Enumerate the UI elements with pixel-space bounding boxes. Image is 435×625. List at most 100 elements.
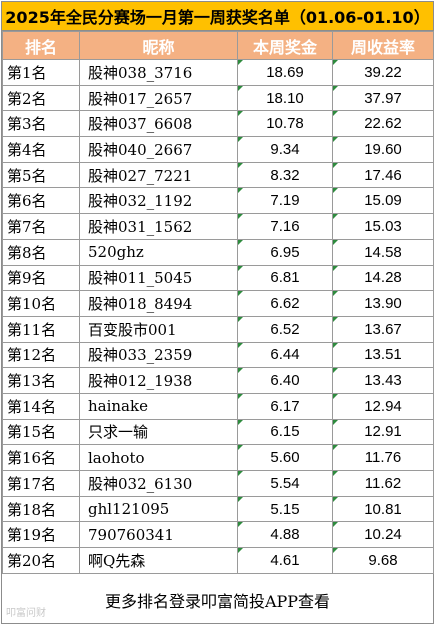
number-stored-as-text-indicator	[238, 188, 243, 194]
bonus-cell-text: 4.61	[270, 551, 300, 569]
nickname-cell: 股神032_6130	[79, 470, 238, 497]
number-stored-as-text-indicator	[333, 368, 338, 374]
bonus-cell: 6.17	[237, 392, 333, 420]
rank-cell-text: 第3名	[7, 115, 47, 134]
bonus-cell-text: 5.60	[270, 449, 300, 467]
rank-cell: 第19名	[2, 521, 80, 549]
rank-cell-text: 第16名	[7, 449, 57, 468]
number-stored-as-text-indicator	[238, 137, 243, 143]
bonus-cell: 6.44	[237, 341, 333, 369]
return-cell-text: 10.81	[364, 500, 402, 518]
return-cell-text: 11.76	[364, 449, 402, 467]
bonus-cell: 5.54	[237, 470, 333, 497]
bonus-cell-text: 6.62	[270, 295, 300, 313]
number-stored-as-text-indicator	[333, 240, 338, 245]
number-stored-as-text-indicator	[333, 86, 338, 91]
bonus-cell-text: 9.34	[270, 140, 300, 158]
bonus-cell-text: 7.16	[270, 217, 300, 235]
rank-cell-text: 第12名	[7, 346, 57, 365]
number-stored-as-text-indicator	[333, 548, 338, 554]
number-stored-as-text-indicator	[238, 86, 243, 91]
bonus-cell: 6.15	[237, 418, 333, 446]
number-stored-as-text-indicator	[238, 291, 243, 297]
table-row: 第7名 股神031_1562 7.16 15.03	[2, 213, 434, 240]
return-cell: 19.60	[332, 136, 434, 163]
rank-cell: 第11名	[2, 315, 80, 343]
return-cell: 37.97	[332, 84, 434, 112]
rank-cell-text: 第7名	[7, 217, 47, 236]
header-weekly-return: 周收益率	[332, 31, 434, 60]
rank-cell: 第12名	[2, 341, 80, 369]
number-stored-as-text-indicator	[333, 137, 338, 143]
nickname-cell: 股神031_1562	[79, 213, 238, 240]
nickname-cell: 股神017_2657	[79, 84, 238, 112]
bonus-cell-text: 6.17	[270, 397, 300, 415]
nickname-cell-text: 790760341	[88, 525, 174, 544]
header-weekly-bonus: 本周奖金	[237, 31, 333, 60]
rank-cell: 第1名	[2, 59, 80, 86]
table-row: 第1名 股神038_3716 18.69 39.22	[2, 59, 434, 86]
bonus-cell: 18.10	[237, 84, 333, 112]
rank-cell: 第9名	[2, 264, 80, 292]
nickname-cell: laohoto	[79, 444, 238, 471]
number-stored-as-text-indicator	[238, 214, 243, 220]
bonus-cell: 6.95	[237, 238, 333, 266]
bonus-cell: 6.62	[237, 290, 333, 317]
return-cell: 11.62	[332, 470, 434, 497]
rank-cell: 第5名	[2, 161, 80, 189]
return-cell-text: 13.51	[364, 346, 402, 364]
return-cell: 39.22	[332, 59, 434, 86]
nickname-cell: 股神012_1938	[79, 367, 238, 394]
return-cell-text: 15.03	[364, 217, 402, 235]
bonus-cell-text: 5.15	[270, 500, 300, 518]
rank-cell-text: 第6名	[7, 192, 47, 211]
number-stored-as-text-indicator	[238, 163, 243, 168]
number-stored-as-text-indicator	[333, 471, 338, 476]
rank-cell: 第18名	[2, 495, 80, 523]
return-cell: 11.76	[332, 444, 434, 471]
bonus-cell: 6.81	[237, 264, 333, 292]
footer-note: 更多排名登录叩富简投APP查看	[2, 576, 433, 623]
return-cell-text: 12.91	[364, 423, 402, 441]
table-row: 第12名 股神033_2359 6.44 13.51	[2, 341, 434, 369]
number-stored-as-text-indicator	[333, 111, 338, 117]
return-cell-text: 14.28	[364, 269, 402, 287]
number-stored-as-text-indicator	[333, 420, 338, 425]
bonus-cell: 7.19	[237, 187, 333, 215]
nickname-cell: 股神037_6608	[79, 110, 238, 138]
bonus-cell: 5.60	[237, 444, 333, 471]
header-row: 排名 昵称 本周奖金 周收益率	[2, 31, 434, 60]
nickname-cell-text: 股神031_1562	[88, 217, 193, 236]
return-cell-text: 14.58	[364, 243, 402, 261]
number-stored-as-text-indicator	[238, 368, 243, 374]
return-cell-text: 39.22	[364, 63, 402, 81]
table-row: 第19名 790760341 4.88 10.24	[2, 521, 434, 549]
bonus-cell-text: 6.81	[270, 269, 300, 287]
number-stored-as-text-indicator	[333, 394, 338, 399]
table-row: 第3名 股神037_6608 10.78 22.62	[2, 110, 434, 138]
return-cell: 13.67	[332, 315, 434, 343]
nickname-cell-text: 股神011_5045	[88, 269, 193, 288]
nickname-cell: 股神011_5045	[79, 264, 238, 292]
nickname-cell-text: 股神038_3716	[88, 63, 193, 82]
return-cell: 15.09	[332, 187, 434, 215]
number-stored-as-text-indicator	[238, 394, 243, 399]
rank-cell-text: 第5名	[7, 166, 47, 185]
bonus-cell-text: 6.15	[270, 423, 300, 441]
return-cell-text: 13.90	[364, 295, 402, 313]
return-cell-text: 37.97	[364, 89, 402, 107]
nickname-cell-text: 股神032_1192	[88, 192, 193, 211]
number-stored-as-text-indicator	[333, 214, 338, 220]
header-nickname: 昵称	[79, 31, 238, 60]
bonus-cell: 18.69	[237, 59, 333, 86]
table-row: 第2名 股神017_2657 18.10 37.97	[2, 84, 434, 112]
rank-cell-text: 第13名	[7, 372, 57, 391]
return-cell-text: 10.24	[364, 526, 402, 544]
number-stored-as-text-indicator	[333, 522, 338, 528]
bonus-cell-text: 4.88	[270, 526, 300, 544]
nickname-cell-text: 股神017_2657	[88, 89, 193, 108]
bonus-cell-text: 10.78	[266, 115, 304, 133]
rank-cell: 第13名	[2, 367, 80, 394]
nickname-cell-text: 股神033_2359	[88, 346, 193, 365]
number-stored-as-text-indicator	[238, 522, 243, 528]
